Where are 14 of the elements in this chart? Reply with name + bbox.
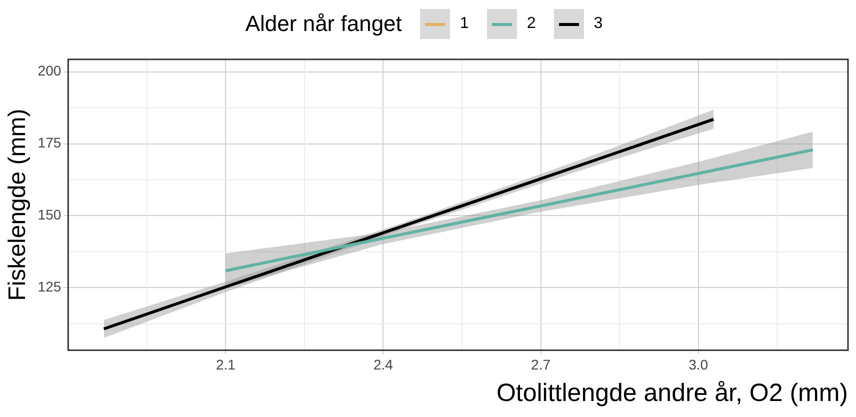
x-tick-label: 2.1 bbox=[216, 356, 236, 372]
y-tick-label: 150 bbox=[38, 206, 62, 223]
legend-label: 2 bbox=[526, 15, 536, 33]
legend-label: 3 bbox=[594, 15, 603, 33]
x-tick-label: 2.4 bbox=[374, 356, 394, 372]
x-axis-title: Otolittlengde andre år, O2 (mm) bbox=[496, 378, 848, 407]
y-axis-title: Fiskelengde (mm) bbox=[4, 108, 32, 301]
legend-title: Alder når fanget bbox=[245, 11, 402, 37]
x-tick-label: 2.7 bbox=[531, 356, 551, 372]
y-tick-label: 125 bbox=[38, 278, 62, 295]
x-tick-label: 3.0 bbox=[688, 356, 708, 372]
y-tick-label: 200 bbox=[38, 62, 62, 79]
legend-label: 1 bbox=[460, 15, 469, 33]
y-tick-label: 175 bbox=[38, 134, 62, 151]
